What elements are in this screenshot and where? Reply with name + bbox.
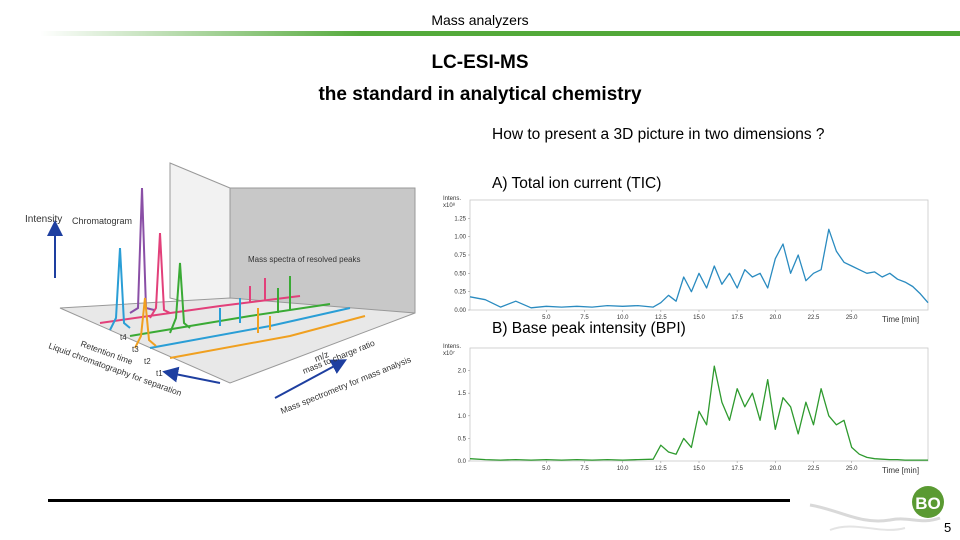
bpi-ytick-label: 1.0 bbox=[458, 414, 467, 420]
tic-ytick-label: 0.25 bbox=[454, 290, 466, 296]
label-bpi: B) Base peak intensity (BPI) bbox=[492, 320, 686, 337]
logo: BO bbox=[809, 486, 944, 531]
bpi-ylabel-2: x10⁷ bbox=[443, 350, 455, 357]
tic-chart: Intens. x10⁸ 0.00 0.25 0.50 0.75 1.00 1.25 5.0… bbox=[443, 196, 929, 324]
spectrum-line-red bbox=[99, 295, 301, 324]
logo-circle bbox=[912, 486, 944, 518]
bpi-xtick-label: 7.5 bbox=[580, 466, 589, 472]
tic-xtick-label: 25.0 bbox=[846, 315, 858, 321]
bpi-ytick-label: 0.5 bbox=[458, 436, 467, 442]
page-number: 5 bbox=[944, 520, 952, 535]
question-text: How to present a 3D picture in two dimen… bbox=[492, 126, 825, 143]
bpi-series-line bbox=[469, 365, 928, 461]
chromatogram-label: Chromatogram bbox=[72, 216, 132, 226]
t4-label: t4 bbox=[120, 333, 127, 342]
mass-spectra-spikes bbox=[219, 276, 291, 333]
slide-title: LC-ESI-MS bbox=[431, 52, 529, 73]
t2-label: t2 bbox=[144, 357, 151, 366]
spectrum-line-green bbox=[129, 303, 331, 337]
bpi-ytick-label: 1.5 bbox=[458, 391, 467, 397]
tic-xtick-label: 15.0 bbox=[693, 315, 705, 321]
header-rule bbox=[40, 31, 960, 36]
tic-xlabel: Time [min] bbox=[882, 315, 919, 324]
bpi-xtick-label: 20.0 bbox=[769, 466, 781, 472]
bpi-xtick-label: 12.5 bbox=[655, 466, 667, 472]
peak-purple bbox=[129, 187, 155, 314]
tic-ylabel-2: x10⁸ bbox=[443, 202, 456, 209]
bpi-xlabel: Time [min] bbox=[882, 466, 919, 475]
bpi-xtick-label: 15.0 bbox=[693, 466, 705, 472]
slide-subtitle: the standard in analytical chemistry bbox=[318, 84, 642, 105]
t3-label: t3 bbox=[132, 345, 139, 354]
bpi-ytick-label: 0.0 bbox=[458, 459, 467, 465]
peak-green bbox=[169, 262, 191, 334]
tic-xtick-label: 7.5 bbox=[580, 315, 589, 321]
header-title: Mass analyzers bbox=[431, 12, 529, 28]
logo-swirl bbox=[809, 503, 941, 523]
peak-orange bbox=[134, 297, 157, 349]
bpi-xtick-label: 5.0 bbox=[542, 466, 551, 472]
bpi-xtick-label: 22.5 bbox=[808, 466, 820, 472]
t1-label: t1 bbox=[156, 369, 163, 378]
bpi-frame bbox=[469, 347, 929, 462]
logo-text: BO bbox=[915, 494, 941, 513]
tic-xtick-label: 5.0 bbox=[542, 315, 551, 321]
tic-ytick-label: 0.00 bbox=[454, 308, 466, 314]
spectrum-line-orange bbox=[169, 315, 366, 359]
tic-ylabel-1: Intens. bbox=[443, 196, 461, 202]
tic-xtick-label: 12.5 bbox=[655, 315, 667, 321]
bpi-xtick-label: 10.0 bbox=[617, 466, 629, 472]
bpi-chart: Intens. x10⁷ 0.0 0.5 1.0 1.5 2.0 5.0 7.5 10.0 12… bbox=[443, 344, 929, 475]
intensity-label: Intensity bbox=[25, 214, 62, 225]
tic-xtick-label: 17.5 bbox=[731, 315, 743, 321]
peak-red bbox=[149, 232, 171, 319]
tic-xtick-label: 20.0 bbox=[769, 315, 781, 321]
tic-xtick-label: 22.5 bbox=[808, 315, 820, 321]
peak-blue bbox=[109, 247, 131, 331]
tic-ytick-label: 0.50 bbox=[454, 271, 466, 277]
lcms-3d-figure: Intensity Chromatogram Mass spectra of r… bbox=[25, 162, 416, 416]
tic-ytick-label: 1.00 bbox=[454, 235, 466, 241]
tic-frame bbox=[469, 199, 929, 311]
label-tic: A) Total ion current (TIC) bbox=[492, 175, 662, 192]
tic-series-line bbox=[469, 228, 929, 309]
bpi-ylabel-1: Intens. bbox=[443, 344, 461, 350]
mass-spectra-label: Mass spectra of resolved peaks bbox=[248, 255, 361, 264]
tic-xtick-label: 10.0 bbox=[617, 315, 629, 321]
tic-ytick-label: 1.25 bbox=[454, 216, 466, 222]
bpi-ytick-label: 2.0 bbox=[458, 369, 467, 375]
bpi-xtick-label: 17.5 bbox=[731, 466, 743, 472]
bpi-xtick-label: 25.0 bbox=[846, 466, 858, 472]
footer-rule bbox=[48, 499, 790, 502]
back-wall-right bbox=[229, 187, 416, 314]
tic-ytick-label: 0.75 bbox=[454, 253, 466, 259]
mz-arrow bbox=[274, 359, 348, 399]
retention-arrow bbox=[162, 366, 221, 384]
